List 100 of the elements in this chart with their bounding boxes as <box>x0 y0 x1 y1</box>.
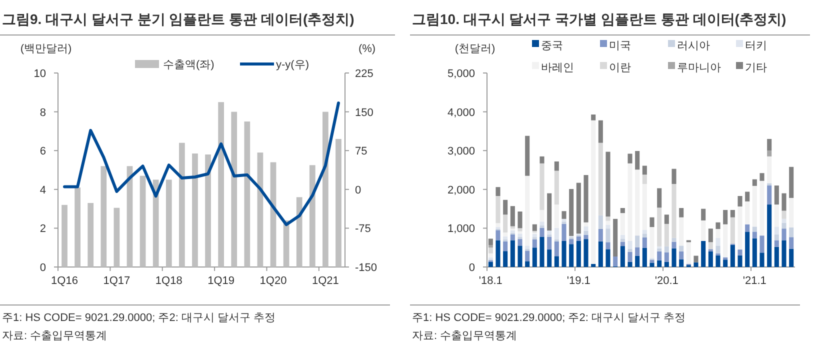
y2-tick-label: 0 <box>355 184 362 196</box>
bar <box>569 244 574 267</box>
bar <box>503 214 508 232</box>
bar <box>569 189 574 236</box>
bar <box>738 196 742 206</box>
legend-label: 수출액(좌) <box>163 59 214 71</box>
bar <box>708 228 713 242</box>
y-tick-label: 6 <box>40 146 46 158</box>
bar <box>650 227 654 258</box>
bar <box>760 252 764 267</box>
bar <box>789 227 794 238</box>
bar <box>664 224 669 246</box>
bar <box>62 204 68 267</box>
bar <box>88 202 94 267</box>
bar <box>257 152 264 267</box>
bar <box>774 204 779 227</box>
bar <box>620 242 625 246</box>
bar <box>496 187 500 196</box>
bar <box>613 218 618 257</box>
bar <box>192 154 198 267</box>
bar <box>591 120 596 264</box>
bar <box>525 246 530 249</box>
bar <box>554 204 559 228</box>
bar <box>525 250 530 262</box>
bar <box>642 166 647 175</box>
y-tick-label: 5,000 <box>447 68 475 80</box>
bar <box>205 154 211 267</box>
x-tick-label: '20.1 <box>654 275 678 287</box>
text: 자료: 수출입무역통계 <box>2 330 108 342</box>
bar <box>679 208 684 218</box>
bar <box>518 246 522 267</box>
bar <box>606 152 610 217</box>
bar <box>635 247 640 256</box>
bar <box>140 176 146 267</box>
bar <box>547 236 552 250</box>
bar <box>774 186 779 205</box>
bar <box>628 163 632 242</box>
text: 주1: HS CODE= 9021.29.0000; 주2: 대구시 달서구 추정 <box>2 312 276 324</box>
bar <box>635 170 640 236</box>
legend-label: 바레인 <box>541 62 574 74</box>
y-tick-label: 0 <box>468 262 475 274</box>
bar <box>503 232 508 236</box>
bar <box>789 248 794 267</box>
bar <box>518 239 522 246</box>
bar <box>767 150 772 156</box>
y2-tick-label: 225 <box>355 68 374 80</box>
chart-title: 그림9. 대구시 달서구 분기 임플란트 통관 데이터(추정치) <box>2 11 354 27</box>
bar <box>782 210 786 219</box>
bar <box>532 224 537 231</box>
bar <box>730 210 735 218</box>
legend-label: 미국 <box>609 40 631 52</box>
bar <box>503 200 508 215</box>
bar <box>231 112 238 267</box>
bar <box>591 114 596 120</box>
y2-axis-title: (%) <box>358 43 376 55</box>
bar <box>767 156 772 184</box>
bar <box>752 226 757 232</box>
bar <box>620 246 625 267</box>
bar <box>540 228 544 237</box>
bar <box>701 220 706 242</box>
bar <box>716 255 720 267</box>
bar <box>554 256 559 267</box>
bar <box>716 222 720 229</box>
bar <box>518 212 522 228</box>
bar <box>503 236 508 240</box>
bar <box>679 251 684 260</box>
bar <box>730 244 735 267</box>
bar <box>767 183 772 186</box>
bar <box>532 239 537 248</box>
bar <box>723 210 728 224</box>
bar <box>488 248 493 254</box>
bar <box>774 246 779 267</box>
bar <box>540 210 544 222</box>
bar <box>782 228 786 240</box>
bar <box>562 211 566 219</box>
y-tick-label: 4,000 <box>447 106 475 119</box>
bar <box>244 122 250 267</box>
bar <box>166 180 172 267</box>
bar <box>774 234 779 240</box>
bar <box>774 226 779 234</box>
bar <box>767 138 772 151</box>
bar <box>752 238 757 267</box>
chart-title: 그림10. 대구시 달서구 국가별 임플란트 통관 데이터(추정치) <box>412 11 786 27</box>
x-tick-label: 1Q19 <box>208 275 235 287</box>
bar <box>760 236 764 253</box>
bar <box>598 142 603 216</box>
bar <box>518 228 522 232</box>
bar <box>496 196 500 224</box>
x-tick-label: 1Q17 <box>103 275 130 287</box>
legend-label: 중국 <box>541 40 563 52</box>
bar <box>650 217 654 228</box>
bar <box>518 236 522 240</box>
legend-label: 이란 <box>609 62 631 74</box>
bar <box>606 249 610 267</box>
bar <box>642 184 647 230</box>
bar <box>606 224 610 229</box>
bar <box>114 208 120 267</box>
bar <box>664 214 669 224</box>
bar <box>708 242 713 250</box>
bar <box>664 262 669 267</box>
